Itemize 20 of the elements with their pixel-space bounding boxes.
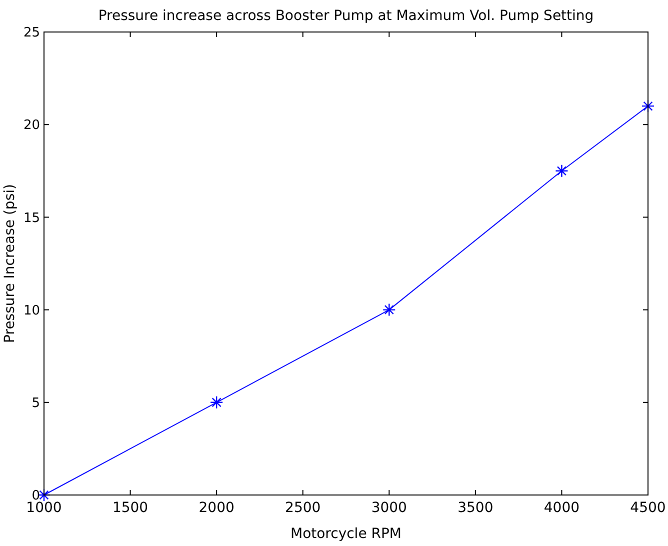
y-tick-label: 10 xyxy=(23,303,40,318)
x-tick-label: 2000 xyxy=(198,500,234,516)
point xyxy=(555,164,568,178)
chart-title: Pressure increase across Booster Pump at Maximum Vol. Pump Setting xyxy=(98,8,594,24)
x-tick-label: 4500 xyxy=(630,500,666,516)
point xyxy=(382,303,396,316)
x-tick-label: 1500 xyxy=(112,500,148,516)
y-tick-label: 15 xyxy=(23,210,40,226)
x-tick-label: 3000 xyxy=(371,500,407,516)
x-tick-label: 4000 xyxy=(544,500,580,516)
y-tick-label: 20 xyxy=(23,118,40,134)
y-tick-label: 5 xyxy=(32,396,40,411)
x-axis-title: Motorcycle RPM xyxy=(290,526,402,542)
point xyxy=(641,99,655,113)
x-tick-label: 3500 xyxy=(458,500,494,516)
y-axis-title: Pressure Increase (psi) xyxy=(2,184,18,343)
point xyxy=(210,396,224,409)
y-tick-label: 25 xyxy=(23,26,40,41)
x-tick-label: 2500 xyxy=(285,500,321,516)
x-tick-label: 1000 xyxy=(26,500,62,516)
